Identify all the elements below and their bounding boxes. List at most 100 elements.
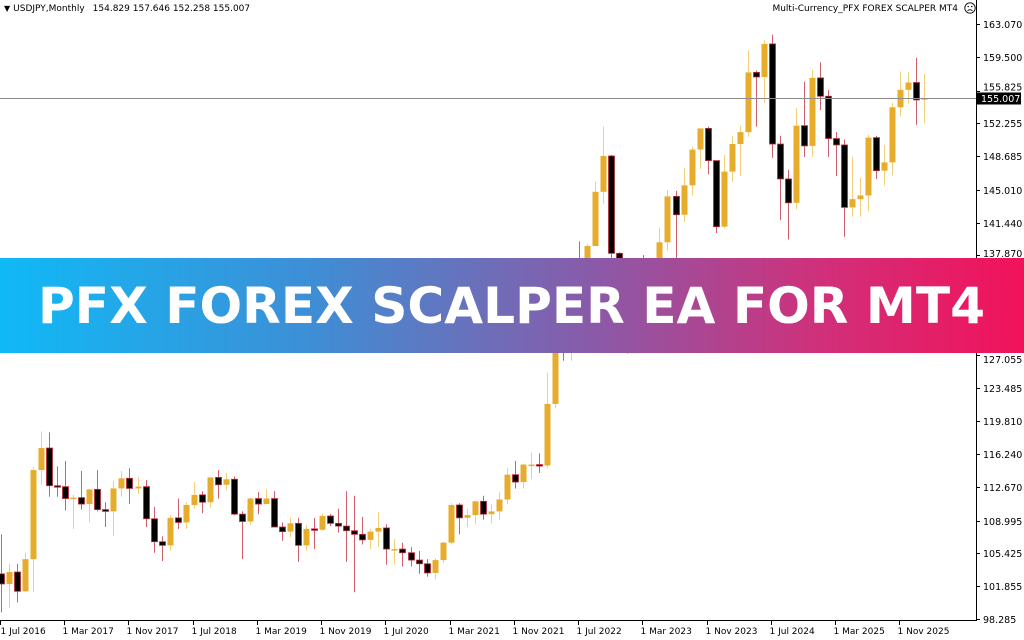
candle (801, 81, 808, 157)
candle (809, 69, 816, 157)
candle (681, 167, 688, 223)
candle-body (86, 489, 93, 505)
candle (359, 516, 366, 545)
price-tick-label: 116.240 (983, 450, 1022, 461)
candle (335, 508, 342, 533)
candle-body (311, 528, 318, 531)
price-tick-label: 145.010 (983, 186, 1022, 197)
candle (528, 452, 535, 480)
expert-advisor-name[interactable]: Multi-Currency_PFX FOREX SCALPER MT4 (772, 4, 958, 14)
candle (480, 495, 487, 520)
candle (287, 517, 294, 538)
candle (351, 495, 358, 593)
candle-body (809, 77, 816, 146)
candle (873, 135, 880, 179)
candle-body (118, 478, 125, 489)
candle-body (761, 43, 768, 77)
candle (207, 477, 214, 508)
candle-body (536, 464, 543, 467)
candle-body (359, 533, 366, 541)
candle-body (528, 464, 535, 467)
candle-body (215, 477, 222, 486)
candle (729, 135, 736, 182)
collapse-triangle-icon[interactable]: ▼ (4, 4, 11, 13)
price-tick-label: 101.855 (983, 582, 1022, 593)
candle (231, 476, 238, 516)
candle (769, 34, 776, 158)
candle-body (512, 474, 519, 483)
candle-body (416, 559, 423, 565)
candle (319, 514, 326, 531)
candle (456, 503, 463, 535)
time-tick-label: 1 Jul 2020 (384, 627, 429, 637)
candle (191, 482, 198, 509)
candle (544, 372, 551, 469)
price-tick-label: 152.255 (983, 119, 1022, 130)
candle (126, 468, 133, 505)
candle (14, 563, 21, 603)
candle (536, 453, 543, 473)
candle-body (295, 522, 302, 546)
candle-body (729, 144, 736, 172)
candle (472, 501, 479, 525)
candle (223, 472, 230, 491)
candle (383, 524, 390, 565)
candle-body (472, 501, 479, 516)
candle (600, 126, 607, 204)
candle (608, 155, 615, 259)
candle (271, 491, 278, 528)
candle (279, 522, 286, 541)
candle-body (183, 504, 190, 523)
promo-banner: PFX FOREX SCALPER EA FOR MT4 (0, 258, 1024, 353)
candle-body (448, 504, 455, 543)
candle-body (102, 509, 109, 512)
candle-body (159, 541, 166, 546)
candle-body (496, 499, 503, 512)
candle-body (881, 162, 888, 171)
candle-body (255, 498, 262, 505)
candle (391, 538, 398, 565)
candle-body (135, 486, 142, 489)
time-tick-label: 1 Nov 2023 (706, 627, 758, 637)
candle (520, 463, 527, 489)
candle (713, 160, 720, 234)
candle-body (391, 549, 398, 551)
candle-body (231, 478, 238, 515)
price-axis[interactable]: 163.070 159.500 155.825 152.255 148.685 145.0… (977, 20, 1022, 626)
candle-body (223, 479, 230, 485)
time-tick-label: 1 Nov 2021 (513, 627, 565, 637)
time-tick-label: 1 Nov 2025 (898, 627, 950, 637)
candle-body (38, 448, 45, 471)
candle-body (367, 531, 374, 540)
candle-body (175, 517, 182, 523)
candle-body (785, 178, 792, 204)
candle-body (46, 447, 53, 487)
candle (737, 125, 744, 177)
price-tick-label: 112.670 (983, 483, 1022, 494)
candle-body (857, 195, 864, 200)
candle-body (343, 525, 350, 532)
candle (817, 62, 824, 111)
candle (512, 460, 519, 489)
candle-body (697, 128, 704, 150)
candle-body (905, 82, 912, 90)
ohlc-values: 154.829 157.646 152.258 155.007 (92, 4, 251, 14)
candle-body (424, 563, 431, 574)
candle-body (408, 552, 415, 561)
candle (102, 502, 109, 528)
candle (897, 71, 904, 117)
candle (167, 515, 174, 551)
candle (721, 155, 728, 229)
candle-body (608, 155, 615, 254)
frown-face-icon[interactable] (964, 2, 976, 14)
time-axis[interactable]: 1 Jul 2016 1 Mar 2017 1 Nov 2017 1 Jul 2018… (0, 621, 950, 637)
candle (841, 139, 848, 237)
candle-body (167, 517, 174, 546)
candle (793, 108, 800, 210)
candle-body (335, 522, 342, 527)
candle (375, 512, 382, 548)
candle-body (303, 528, 310, 546)
candle-body (263, 498, 270, 505)
candle-body (456, 504, 463, 519)
candle-body (383, 527, 390, 550)
